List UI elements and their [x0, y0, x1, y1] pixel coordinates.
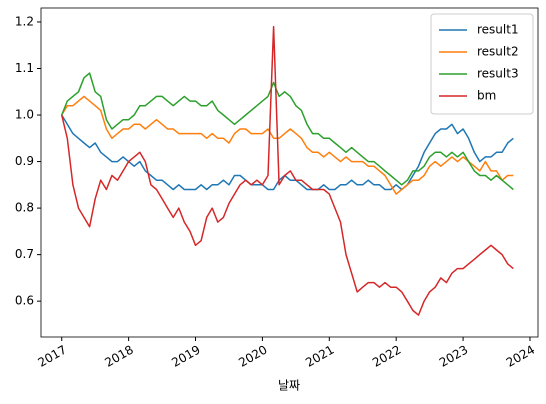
y-tick-label: 0.7	[15, 247, 34, 261]
y-tick-label: 1.1	[15, 61, 34, 75]
legend-box	[430, 13, 534, 115]
series-line	[61, 95, 514, 195]
x-tick-label: 2017	[36, 343, 69, 370]
legend: result1 result2 result3 bm	[430, 13, 534, 115]
x-tick-label: 2023	[437, 343, 470, 370]
series-line	[61, 114, 514, 191]
x-tick-label: 2021	[303, 343, 336, 370]
x-tick-label: 2022	[370, 343, 403, 370]
x-tick-label: 2024	[504, 343, 537, 370]
y-tick-label: 0.9	[15, 154, 34, 168]
x-tick-label: 2018	[102, 343, 135, 370]
legend-label: bm	[477, 89, 496, 103]
legend-label: result3	[477, 67, 519, 81]
y-tick-label: 1.2	[15, 14, 34, 28]
x-tick-label: 2020	[236, 343, 269, 370]
y-tick-label: 0.8	[15, 201, 34, 215]
y-tick-label: 0.6	[15, 294, 34, 308]
plot-frame	[40, 7, 539, 338]
x-axis-label: 날짜	[278, 379, 300, 393]
legend-label: result1	[477, 23, 519, 37]
y-tick-label: 1.0	[15, 108, 34, 122]
x-tick-label: 2019	[169, 343, 202, 370]
series-line	[60, 25, 514, 316]
series-line	[61, 72, 514, 191]
legend-label: result2	[477, 45, 519, 59]
